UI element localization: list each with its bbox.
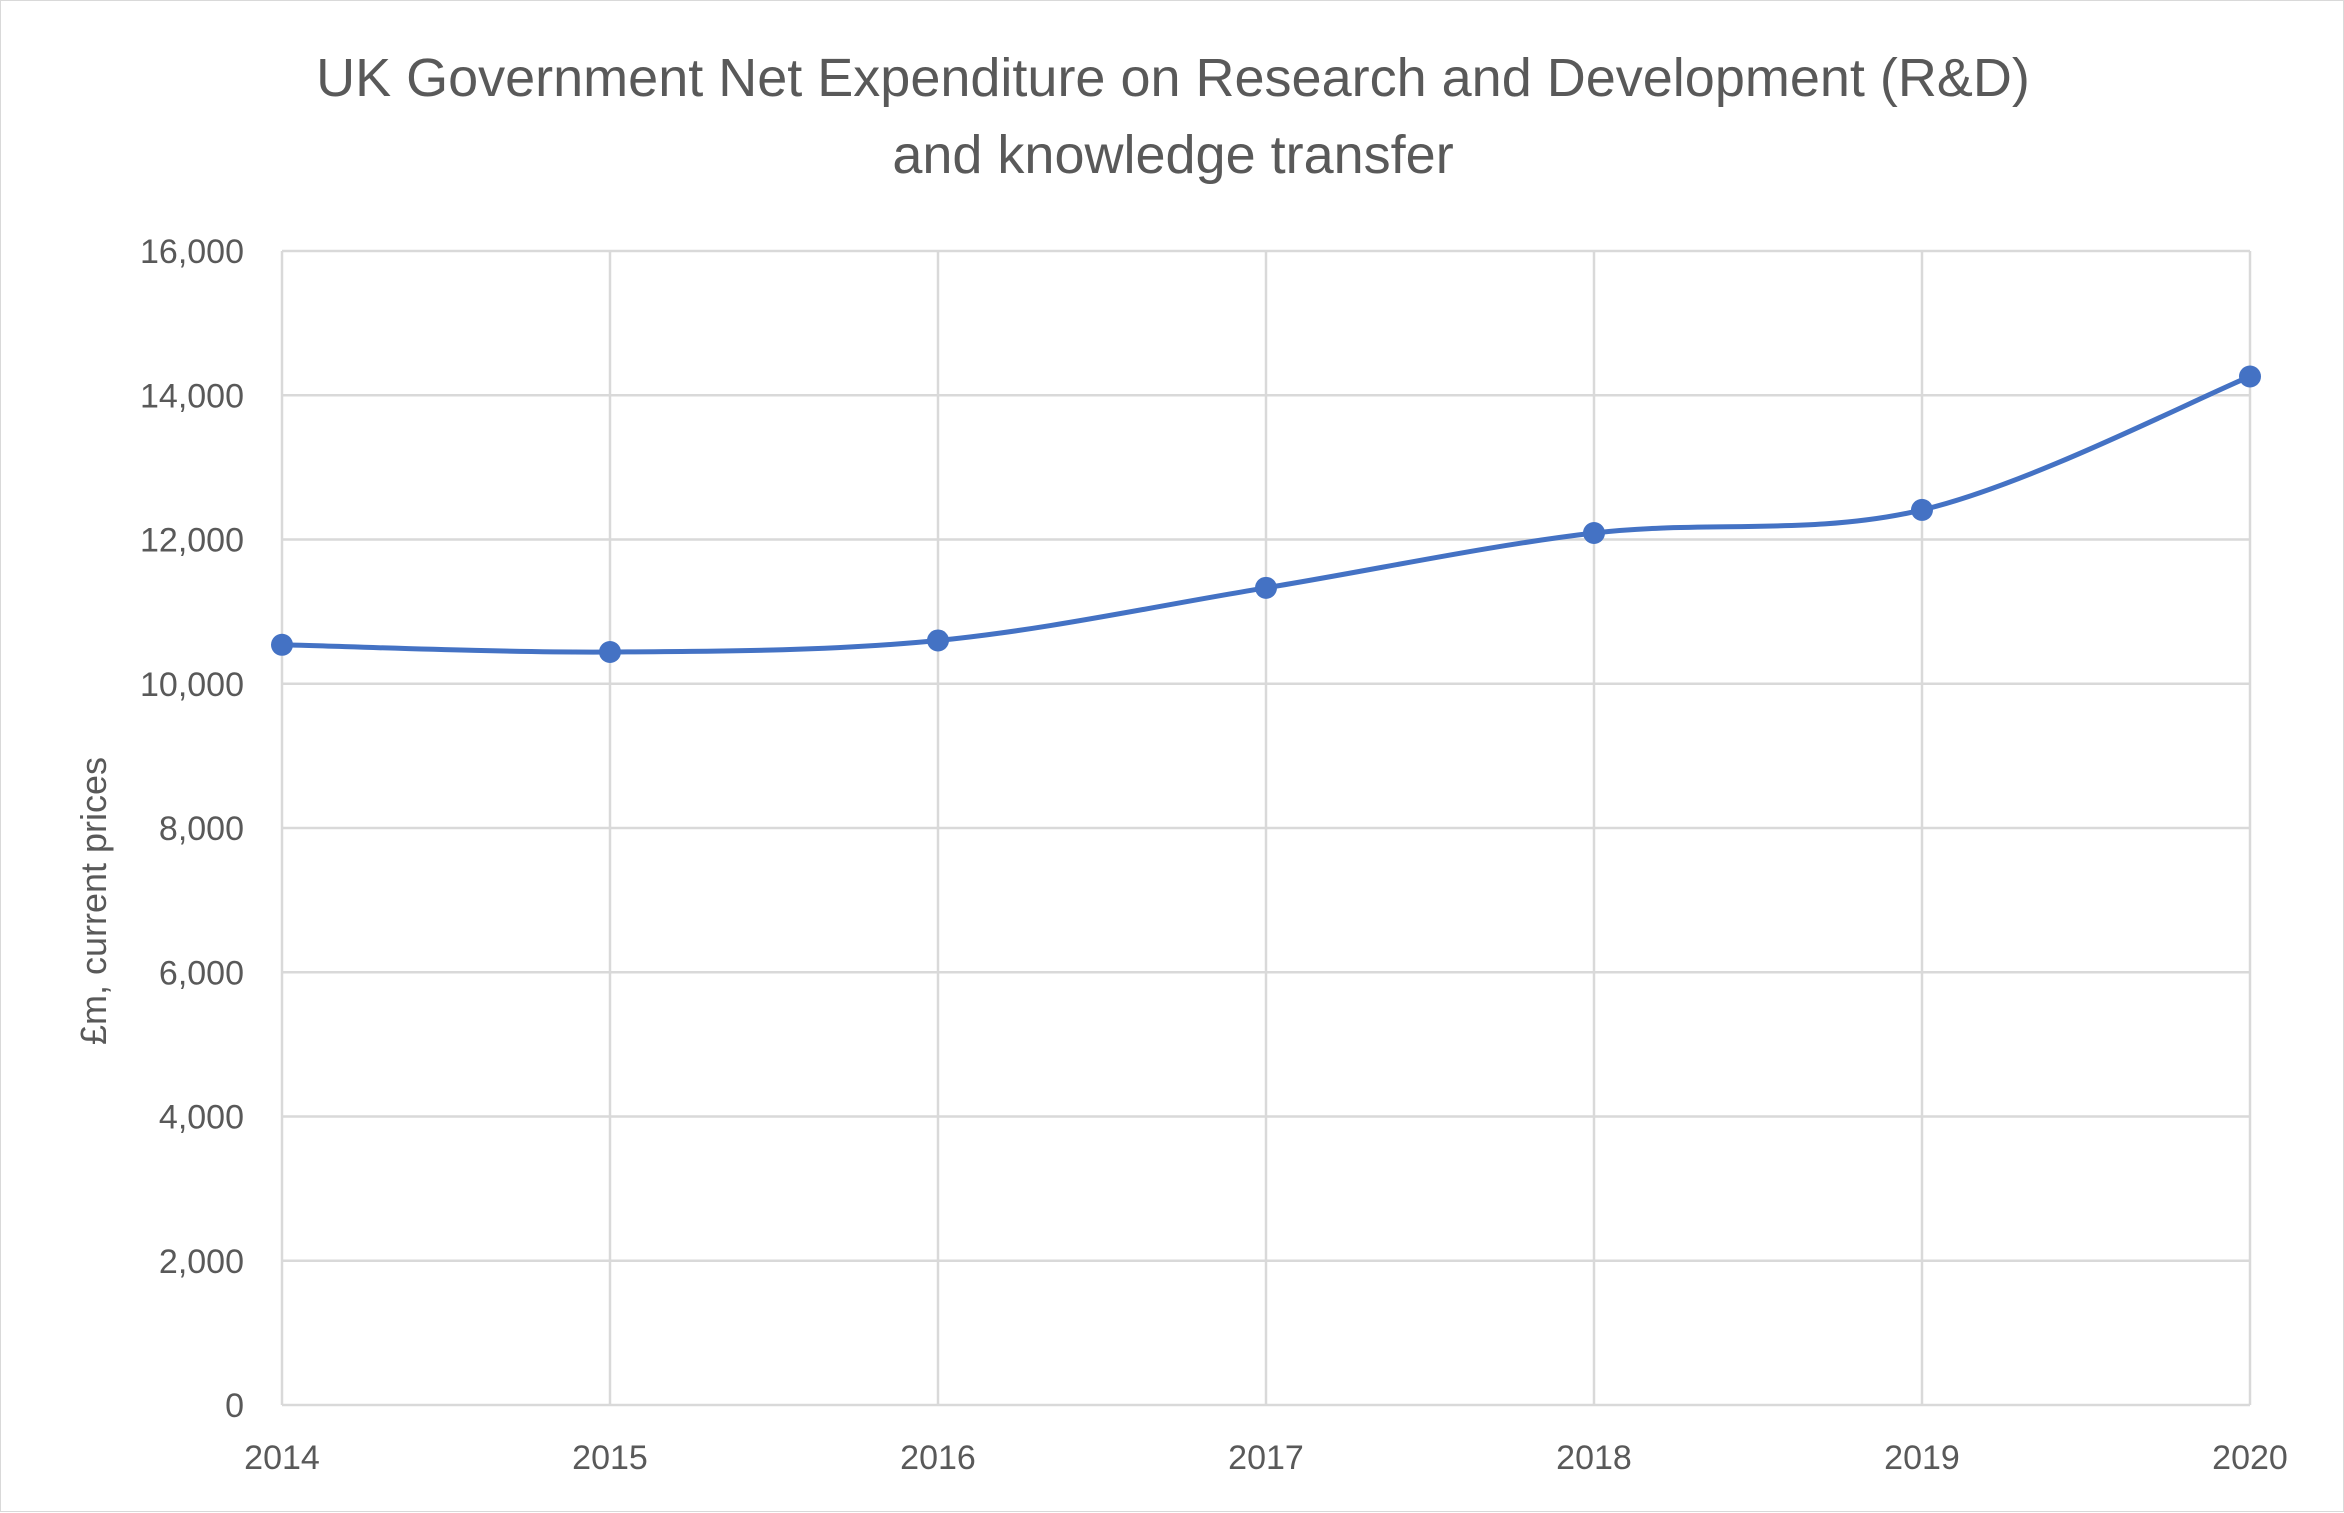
x-tick-label: 2017 [1228, 1439, 1304, 1477]
y-axis-label: £m, current prices [73, 757, 114, 1045]
x-tick-label: 2019 [1884, 1439, 1960, 1477]
gridlines [280, 249, 2252, 1407]
y-tick-label: 0 [225, 1387, 244, 1425]
data-point-2014 [271, 633, 293, 656]
chart-title-line-2: and knowledge transfer [892, 125, 1453, 185]
chart-title-line-1: UK Government Net Expenditure on Researc… [316, 48, 2030, 108]
x-axis-ticks: 2014 2015 2016 2017 2018 2019 2020 [244, 1439, 2288, 1477]
y-axis-ticks: 0 2,000 4,000 6,000 8,000 10,000 12,000 14,000 1… [140, 233, 244, 1425]
data-point-2016 [927, 629, 949, 652]
y-tick-label: 16,000 [140, 233, 244, 271]
data-point-2018 [1583, 522, 1605, 545]
y-tick-label: 12,000 [140, 522, 244, 560]
y-tick-label: 4,000 [159, 1099, 244, 1137]
x-tick-label: 2014 [244, 1439, 320, 1477]
x-tick-label: 2016 [900, 1439, 976, 1477]
x-tick-label: 2020 [2212, 1439, 2288, 1477]
data-point-2017 [1255, 576, 1277, 599]
x-tick-label: 2015 [572, 1439, 648, 1477]
data-point-2020 [2239, 365, 2261, 388]
data-series [271, 365, 2261, 664]
y-tick-label: 6,000 [159, 954, 244, 992]
y-tick-label: 8,000 [159, 810, 244, 848]
y-tick-label: 2,000 [159, 1243, 244, 1281]
x-tick-label: 2018 [1556, 1439, 1632, 1477]
data-point-2015 [599, 641, 621, 664]
y-tick-label: 10,000 [140, 666, 244, 704]
data-point-2019 [1911, 498, 1933, 521]
y-tick-label: 14,000 [140, 377, 244, 415]
